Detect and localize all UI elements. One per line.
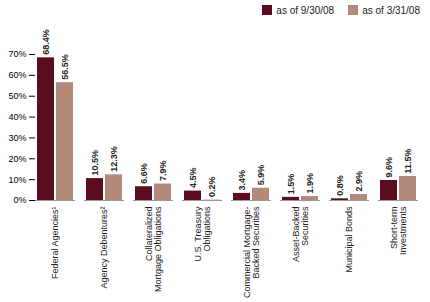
svg-text:50%: 50%	[8, 91, 26, 101]
svg-text:30%: 30%	[8, 133, 26, 143]
svg-text:40%: 40%	[8, 112, 26, 122]
svg-text:56.5%: 56.5%	[60, 54, 70, 80]
svg-text:Municipal Bonds: Municipal Bonds	[344, 206, 354, 273]
svg-text:9.6%: 9.6%	[384, 157, 394, 178]
svg-text:U.S. TreasuryObligations: U.S. TreasuryObligations	[193, 206, 212, 262]
html-text:as of 9/30/08: as of 9/30/08	[276, 4, 335, 16]
svg-text:11.5%: 11.5%	[403, 148, 413, 173]
svg-text:20%: 20%	[8, 154, 26, 164]
svg-text:Asset-BackedSecurities: Asset-BackedSecurities	[291, 206, 310, 262]
svg-text:5.9%: 5.9%	[256, 165, 266, 186]
svg-text:6.6%: 6.6%	[139, 163, 149, 184]
svg-text:10%: 10%	[8, 175, 26, 185]
svg-text:0.8%: 0.8%	[335, 175, 345, 196]
svg-text:60%: 60%	[8, 70, 26, 80]
svg-text:1.9%: 1.9%	[305, 173, 315, 194]
svg-text:2.9%: 2.9%	[354, 171, 364, 192]
svg-text:10.5%: 10.5%	[90, 150, 100, 176]
svg-text:CollateralizedMortgage Obligat: CollateralizedMortgage Obligations	[144, 206, 163, 292]
svg-text:1.5%: 1.5%	[286, 174, 296, 195]
svg-text:68.4%: 68.4%	[41, 29, 51, 55]
svg-text:Commercial Mortgage-Backed Sec: Commercial Mortgage-Backed Securities	[242, 206, 261, 298]
svg-text:12.3%: 12.3%	[109, 146, 119, 172]
svg-text:Short-termInvestments: Short-termInvestments	[389, 206, 408, 255]
svg-text:0%: 0%	[13, 195, 26, 205]
svg-text:Agency Debentures²: Agency Debentures²	[99, 206, 109, 288]
html-text:as of 3/31/08: as of 3/31/08	[362, 4, 420, 16]
svg-text:Federal Agencies¹: Federal Agencies¹	[50, 207, 60, 280]
svg-text:3.4%: 3.4%	[237, 170, 247, 191]
svg-text:7.9%: 7.9%	[158, 161, 168, 182]
svg-text:0.2%: 0.2%	[207, 177, 217, 198]
svg-text:4.5%: 4.5%	[188, 168, 198, 189]
svg-text:70%: 70%	[8, 49, 26, 59]
